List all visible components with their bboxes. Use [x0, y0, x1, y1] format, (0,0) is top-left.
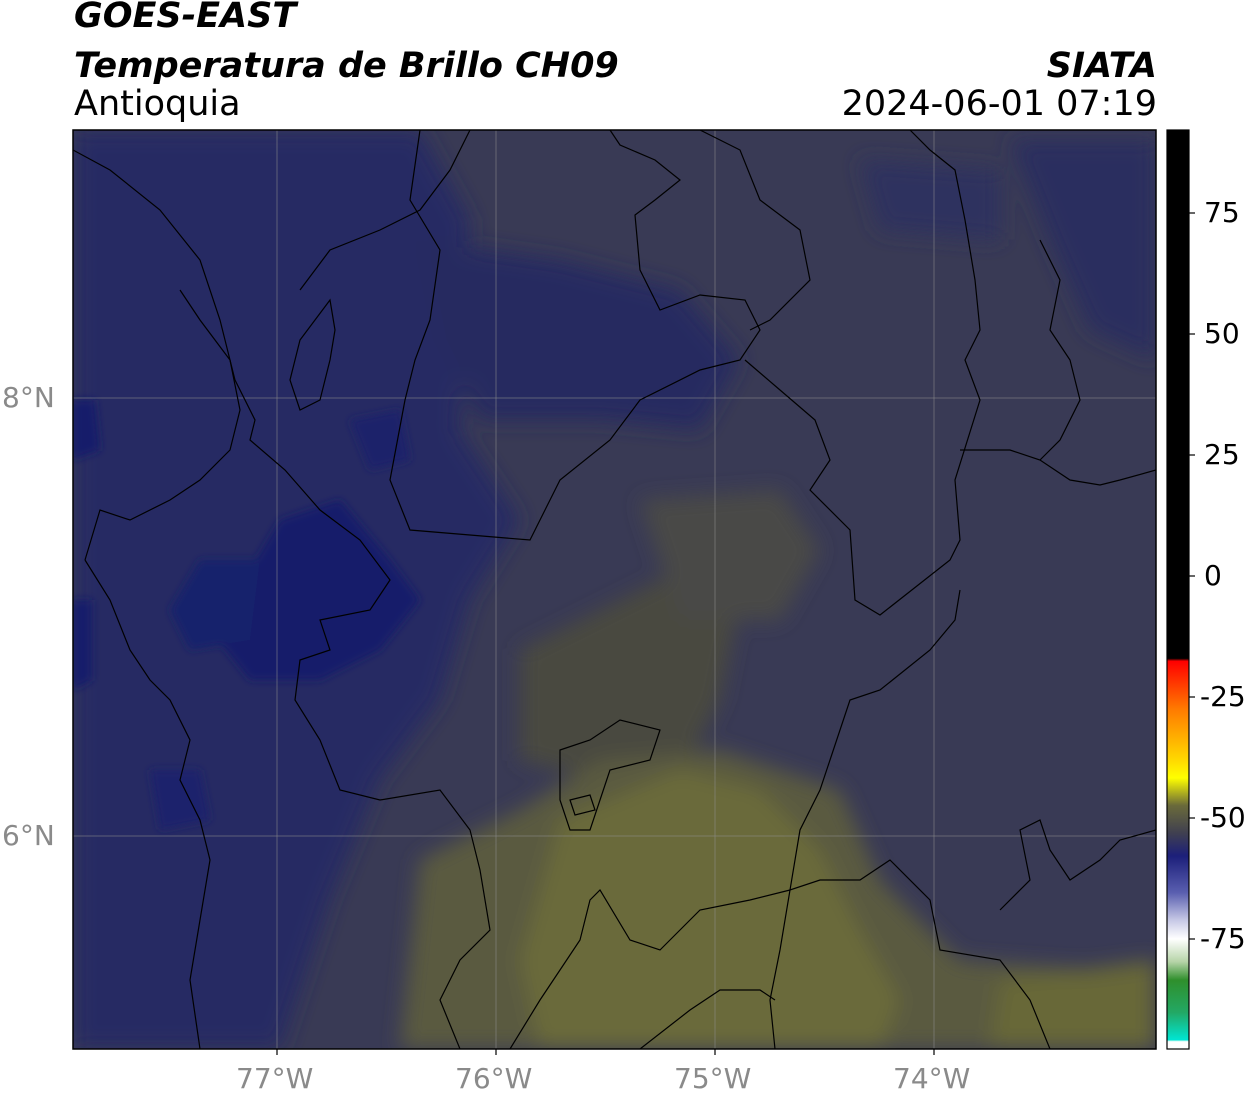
- map-frame: [72, 129, 1157, 1050]
- satellite-title: GOES-EAST: [74, 0, 297, 36]
- boundary-lines: [73, 130, 1156, 1049]
- brightness-temperature-field: [73, 130, 1156, 1049]
- region-label: Antioquia: [74, 84, 241, 124]
- colorbar-label-neg25: -25: [1200, 680, 1246, 713]
- colorbar-label-neg75: -75: [1200, 922, 1246, 955]
- lon-tick-75w: 75°W: [674, 1062, 752, 1095]
- product-title: Temperatura de Brillo CH09: [74, 46, 619, 86]
- lon-tick-76w: 76°W: [455, 1062, 533, 1095]
- colorbar-ticks: [1189, 212, 1195, 940]
- agency-label: SIATA: [1046, 46, 1157, 86]
- lat-tick-6n: 6°N: [2, 819, 55, 852]
- colorbar-label-neg50: -50: [1200, 801, 1246, 834]
- colorbar-label-75: 75: [1204, 196, 1240, 229]
- lon-tick-74w: 74°W: [893, 1062, 971, 1095]
- colorbar-label-25: 25: [1204, 438, 1240, 471]
- lon-tick-77w: 77°W: [236, 1062, 314, 1095]
- lat-tick-8n: 8°N: [2, 381, 55, 414]
- axis-ticks: [276, 1049, 935, 1055]
- colorbar-label-50: 50: [1204, 317, 1240, 350]
- colorbar: [1166, 129, 1190, 1050]
- timestamp-label: 2024-06-01 07:19: [841, 84, 1157, 124]
- graticule: [73, 130, 1156, 1049]
- colorbar-label-0: 0: [1204, 559, 1222, 592]
